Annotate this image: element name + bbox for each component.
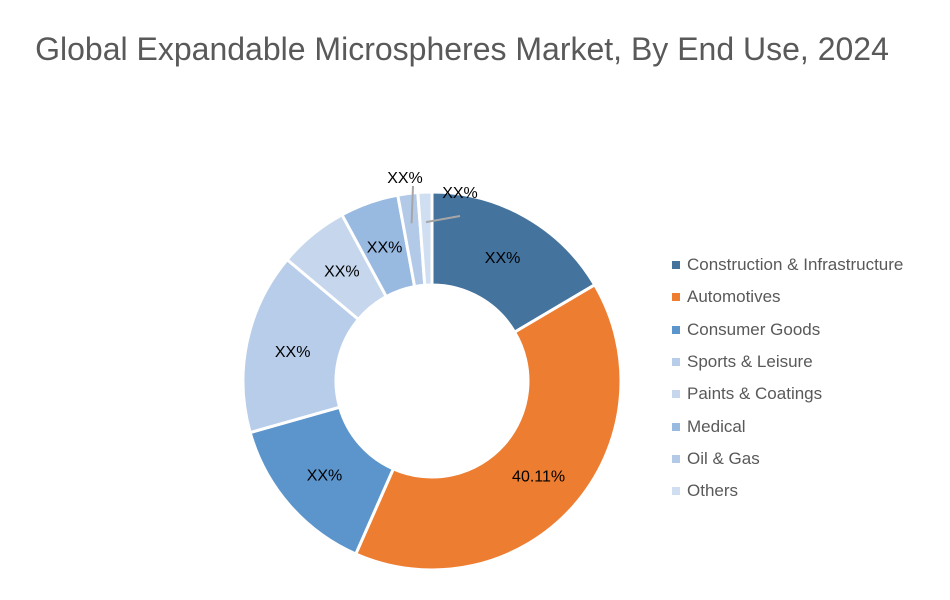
legend-label: Consumer Goods <box>687 319 821 339</box>
data-label: XX% <box>307 468 343 485</box>
legend-swatch <box>672 390 680 399</box>
data-label: XX% <box>275 344 311 361</box>
slice-automotives <box>353 282 623 572</box>
data-label: XX% <box>324 264 360 281</box>
legend-swatch <box>672 293 680 302</box>
legend-item: Construction & Infrastructure <box>672 249 903 281</box>
legend-swatch <box>672 487 680 496</box>
slice-others <box>416 190 434 287</box>
legend-swatch <box>672 358 680 367</box>
data-label: XX% <box>387 170 423 187</box>
legend-swatch <box>672 325 680 334</box>
data-label: XX% <box>442 185 478 202</box>
data-label: 40.11% <box>512 469 565 486</box>
leader-line <box>425 215 461 224</box>
legend-swatch <box>672 422 680 431</box>
slice-construction-infrastructure <box>430 190 597 335</box>
donut-chart: XX% 40.11% XX% XX% XX% XX% XX% XX% <box>241 170 623 572</box>
legend-label: Construction & Infrastructure <box>687 255 904 275</box>
legend-item: Oil & Gas <box>672 443 903 475</box>
legend-label: Medical <box>687 416 746 436</box>
legend-item: Paints & Coatings <box>672 378 903 410</box>
data-label: XX% <box>367 240 403 257</box>
legend-item: Automotives <box>672 281 903 313</box>
legend-label: Others <box>687 481 739 501</box>
legend-label: Oil & Gas <box>687 448 760 468</box>
chart-title: Global Expandable Microspheres Market, B… <box>35 31 889 67</box>
legend-item: Sports & Leisure <box>672 346 903 378</box>
legend: Construction & Infrastructure Automotives… <box>672 249 903 507</box>
data-label: XX% <box>485 250 521 267</box>
legend-label: Paints & Coatings <box>687 384 823 404</box>
slice-sports-leisure <box>241 257 361 435</box>
legend-swatch <box>672 261 680 270</box>
legend-item: Others <box>672 475 903 507</box>
legend-item: Medical <box>672 410 903 442</box>
legend-label: Automotives <box>687 287 781 307</box>
legend-item: Consumer Goods <box>672 314 903 346</box>
leader-line <box>410 185 414 224</box>
legend-label: Sports & Leisure <box>687 352 813 372</box>
legend-swatch <box>672 454 680 463</box>
